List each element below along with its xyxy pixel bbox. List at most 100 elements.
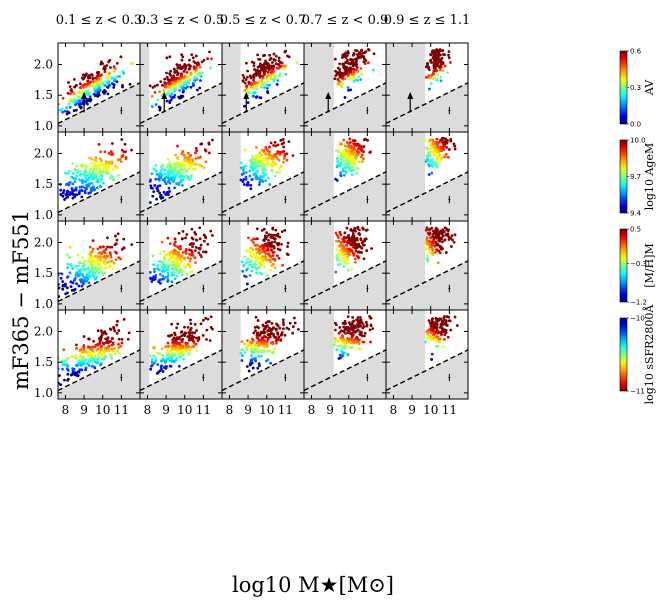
data-point	[282, 327, 285, 331]
selection-line	[304, 260, 386, 303]
data-point	[287, 140, 291, 144]
data-point	[339, 344, 343, 347]
data-point	[335, 348, 339, 352]
data-point	[360, 72, 364, 76]
data-point	[66, 172, 70, 175]
data-point	[151, 86, 155, 89]
data-point	[105, 349, 109, 353]
data-point	[117, 256, 121, 260]
data-point	[166, 165, 170, 168]
data-point	[453, 315, 457, 319]
data-point	[179, 77, 183, 80]
data-point	[352, 68, 356, 71]
data-point	[66, 262, 70, 266]
data-point	[338, 353, 342, 357]
data-point	[107, 79, 111, 83]
data-point	[442, 230, 446, 234]
data-point	[253, 166, 257, 170]
data-point	[441, 345, 445, 349]
data-point	[75, 364, 79, 368]
data-point	[285, 158, 289, 162]
data-point	[77, 361, 81, 365]
data-point	[257, 183, 261, 186]
data-point	[98, 157, 102, 161]
data-point	[249, 161, 253, 165]
data-point	[259, 174, 263, 178]
data-point	[347, 88, 350, 92]
data-point	[265, 349, 269, 353]
data-point	[441, 328, 445, 332]
data-point	[253, 265, 256, 269]
data-point	[95, 186, 99, 190]
selection-line	[58, 171, 140, 214]
data-point	[191, 163, 194, 166]
data-point	[169, 95, 173, 99]
data-point	[162, 249, 166, 253]
colorbar-tick-label: −0.3	[630, 260, 647, 268]
data-point	[174, 343, 177, 347]
data-point	[82, 282, 85, 286]
y-axis-label: mF365 − mF551	[9, 210, 33, 390]
data-point	[359, 144, 362, 148]
data-point	[449, 61, 452, 64]
data-point	[423, 340, 427, 344]
data-point	[169, 98, 173, 102]
data-point	[148, 201, 152, 204]
data-point	[425, 158, 429, 162]
data-point	[115, 331, 119, 335]
data-point	[350, 157, 353, 160]
data-point	[78, 82, 82, 86]
data-point	[204, 250, 208, 254]
data-point	[433, 149, 437, 153]
data-point	[348, 241, 352, 245]
data-point	[161, 83, 164, 87]
data-point	[353, 260, 357, 264]
data-point	[263, 255, 267, 259]
data-point	[95, 180, 99, 184]
data-point	[349, 346, 353, 350]
data-point	[197, 337, 201, 341]
arrow-head	[407, 91, 414, 99]
data-point	[202, 58, 206, 62]
data-point	[277, 167, 281, 170]
data-point	[269, 57, 273, 60]
data-point	[116, 232, 120, 236]
data-point	[211, 138, 214, 142]
data-point	[345, 240, 349, 244]
data-point	[342, 351, 346, 355]
x-tick-label: 10	[259, 403, 274, 417]
data-point	[130, 148, 133, 152]
data-point	[361, 153, 364, 157]
data-point	[434, 152, 438, 156]
data-point	[280, 61, 284, 65]
data-point	[168, 190, 171, 193]
data-point	[122, 237, 126, 241]
data-point	[346, 315, 350, 319]
data-point	[88, 156, 92, 160]
data-point	[104, 248, 108, 251]
selection-line	[222, 171, 304, 214]
y-tick-label: 1.0	[34, 208, 53, 222]
data-point	[273, 237, 277, 241]
data-point	[296, 328, 300, 331]
data-point	[427, 247, 431, 251]
data-point	[349, 62, 353, 65]
data-point	[435, 329, 439, 333]
data-point	[170, 347, 174, 351]
data-point	[195, 349, 199, 353]
selection-line	[304, 171, 386, 214]
data-point	[176, 322, 180, 326]
data-point	[336, 160, 340, 164]
data-point	[184, 344, 188, 348]
data-point	[281, 263, 284, 267]
data-point	[106, 92, 110, 96]
colorbar-tick-label: 10.0	[630, 137, 646, 145]
data-point	[275, 341, 278, 345]
data-point	[342, 159, 346, 163]
data-point	[333, 341, 337, 344]
data-point	[439, 337, 442, 341]
data-point	[87, 173, 91, 177]
x-tick-label: 11	[114, 403, 129, 417]
data-point	[260, 336, 264, 340]
data-point	[427, 228, 431, 231]
